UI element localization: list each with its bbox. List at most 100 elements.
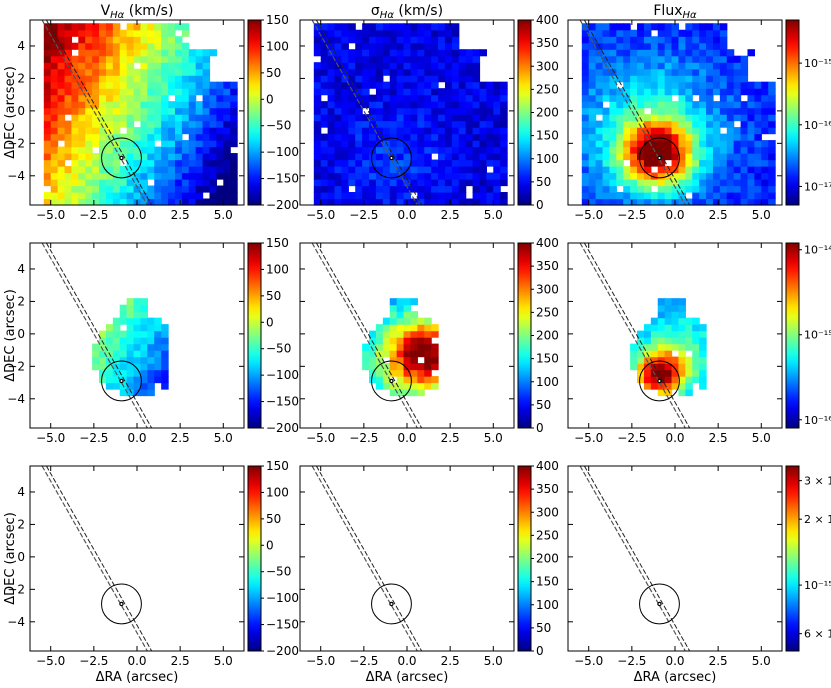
map-pixel [637,114,645,122]
map-pixel [602,185,611,193]
map-pixel [712,127,721,135]
map-pixel [327,198,336,206]
map-pixel [362,153,370,161]
map-pixel [444,107,453,115]
map-pixel [389,185,398,193]
map-pixel [692,68,700,76]
map-pixel [85,120,93,128]
map-pixel [438,75,446,83]
map-pixel [195,49,204,57]
map-pixel [223,120,231,128]
map-pixel [493,179,501,187]
map-pixel [147,172,155,180]
map-pixel [355,179,363,187]
map-pixel [168,146,176,154]
map-pixel [57,127,66,135]
map-pixel [699,133,707,141]
map-pixel [692,324,700,332]
map-pixel [126,133,135,141]
map-pixel [174,36,183,44]
map-pixel [126,317,135,325]
map-pixel [609,127,617,135]
map-pixel [678,350,686,358]
map-pixel [630,140,638,148]
map-pixel [43,36,52,44]
map-pixel [595,36,604,44]
map-pixel [431,356,439,364]
map-pixel [500,94,508,102]
map-pixel [85,146,93,154]
map-pixel [195,198,204,206]
map-pixel [181,55,190,63]
map-pixel [479,120,487,128]
map-pixel [664,81,673,89]
map-pixel [147,133,155,141]
map-pixel [334,88,343,96]
map-pixel [133,330,142,338]
map-pixel [438,101,446,109]
map-pixel [417,133,425,141]
map-pixel [105,101,114,109]
map-pixel [595,140,604,148]
map-pixel [57,166,66,174]
map-pixel [126,81,135,89]
map-pixel [699,376,707,384]
map-pixel [444,36,453,44]
map-pixel [147,101,155,109]
y-tick-label: 4 [17,262,25,276]
map-pixel [403,107,412,115]
map-pixel [685,337,693,345]
map-pixel [85,23,93,31]
map-pixel [320,114,329,122]
map-pixel [431,350,439,358]
map-pixel [493,114,501,122]
map-pixel [472,101,481,109]
map-pixel [444,88,453,96]
map-pixel [472,81,481,89]
map-pixel [424,114,432,122]
map-pixel [105,382,114,390]
map-pixel [126,75,135,83]
map-pixel [431,376,439,384]
map-pixel [581,114,590,122]
map-pixel [403,363,412,371]
map-pixel [431,120,439,128]
map-pixel [424,159,432,167]
x-tick-label: 5.0 [484,208,503,222]
map-pixel [630,172,638,180]
map-pixel [472,198,481,206]
map-pixel [678,120,686,128]
map-pixel [581,62,590,70]
map-pixel [112,159,121,167]
map-pixel [92,133,100,141]
map-pixel [375,185,384,193]
map-pixel [493,146,501,154]
map-pixel [417,107,425,115]
map-pixel [733,75,742,83]
map-pixel [382,62,391,70]
map-pixel [362,159,370,167]
map-pixel [64,140,73,148]
map-pixel [458,198,467,206]
map-pixel [733,62,742,70]
map-pixel [451,140,460,148]
colorbar-tick-label: 10⁻¹⁵ [804,579,831,592]
map-pixel [431,159,439,167]
map-pixel [451,146,460,154]
map-pixel [650,81,659,89]
map-pixel [403,324,412,332]
map-pixel [362,49,370,57]
map-pixel [348,81,356,89]
title-base: Flux [653,3,682,19]
map-pixel [581,198,590,206]
map-pixel [147,192,155,200]
map-pixel [699,172,707,180]
map-pixel [740,166,749,174]
map-pixel [479,81,487,89]
map-pixel [389,101,398,109]
map-pixel [85,107,93,115]
map-pixel [664,49,673,57]
map-pixel [389,172,398,180]
map-pixel [92,36,100,44]
map-pixel [119,29,128,37]
